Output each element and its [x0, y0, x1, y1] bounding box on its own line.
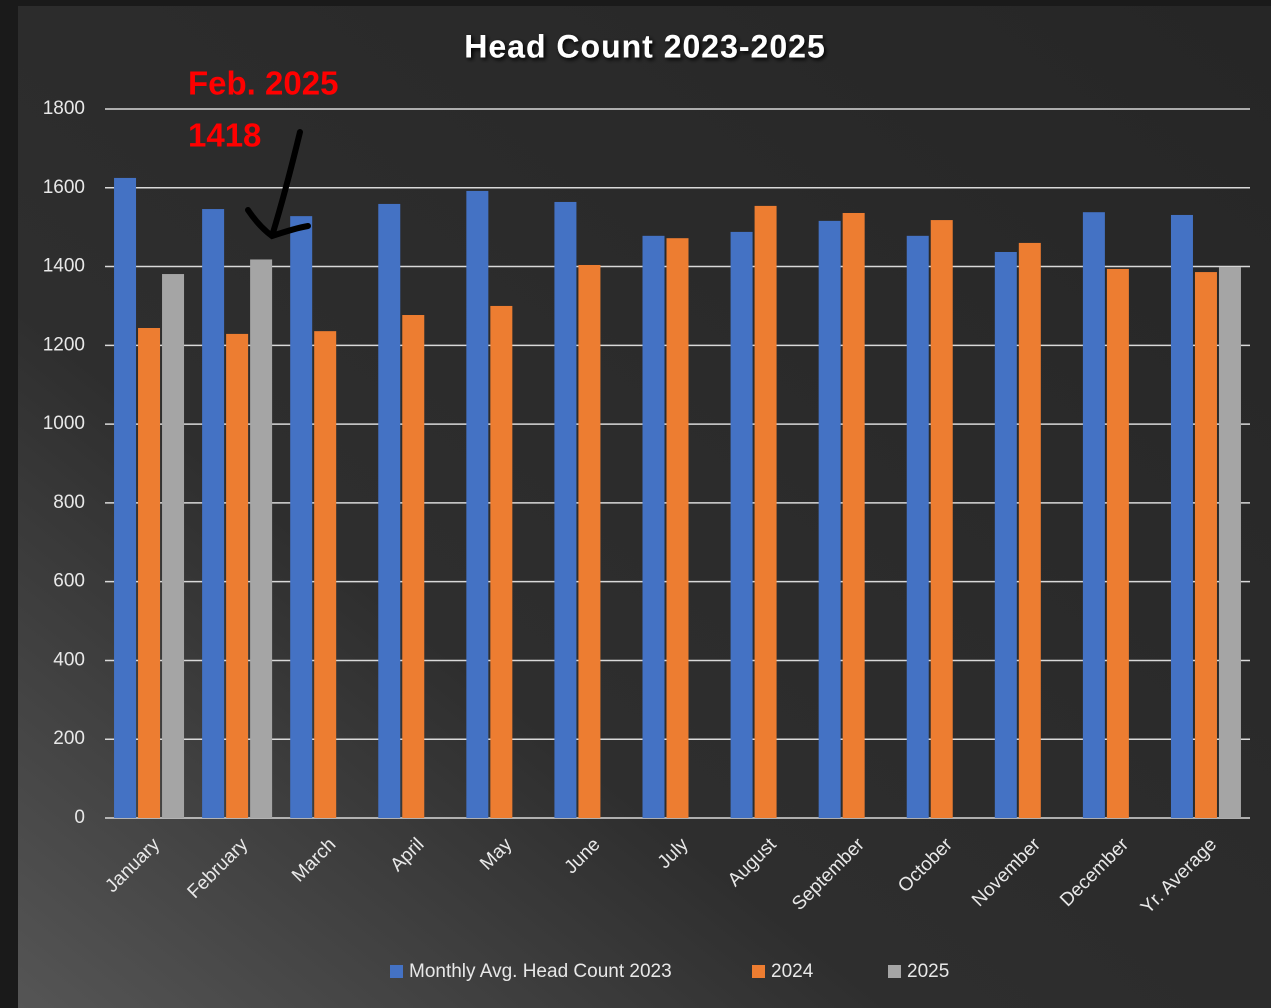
y-tick-label: 200 — [53, 728, 85, 749]
bar — [642, 235, 665, 819]
bar — [250, 259, 273, 818]
bar — [314, 331, 337, 818]
y-tick-label: 1800 — [43, 98, 85, 119]
bar — [490, 305, 513, 818]
y-tick-label: 1600 — [43, 177, 85, 198]
bar — [162, 274, 185, 819]
plot: 020040060080010001200140016001800January… — [43, 98, 1250, 982]
bar — [666, 238, 689, 818]
bar — [578, 264, 601, 819]
bar — [994, 251, 1017, 818]
legend-label: Monthly Avg. Head Count 2023 — [409, 961, 672, 982]
y-tick-label: 800 — [53, 492, 85, 513]
bar — [1082, 212, 1105, 819]
bar — [114, 177, 137, 819]
bar — [466, 190, 489, 818]
bar — [730, 231, 753, 819]
bar — [1170, 214, 1193, 818]
bar — [138, 328, 161, 818]
arrow — [245, 129, 311, 240]
bar — [842, 212, 865, 818]
bar — [1194, 272, 1217, 818]
y-tick-label: 400 — [53, 649, 85, 670]
bar — [754, 205, 777, 818]
y-tick-label: 1200 — [43, 334, 85, 355]
annotation: 1418 — [188, 117, 261, 154]
bar — [554, 201, 577, 819]
legend-swatch — [390, 965, 403, 978]
y-tick-label: 1400 — [43, 256, 85, 277]
legend-swatch — [752, 965, 765, 978]
chart-title: Head Count 2023-2025 — [464, 28, 825, 64]
legend-label: 2025 — [907, 961, 949, 982]
legend-label: 2024 — [771, 961, 814, 982]
y-tick-label: 1000 — [43, 413, 85, 434]
bar — [202, 209, 225, 818]
bar — [818, 220, 841, 818]
bar — [930, 220, 953, 818]
bar — [378, 203, 401, 818]
annotation: Feb. 2025 — [188, 65, 338, 102]
bar — [226, 333, 249, 818]
bar — [402, 315, 425, 818]
bar — [290, 216, 313, 819]
legend-swatch — [888, 965, 901, 978]
bar — [1018, 242, 1041, 818]
bar — [906, 235, 929, 819]
y-tick-label: 0 — [74, 807, 85, 828]
y-tick-label: 600 — [53, 571, 85, 592]
bar — [1106, 268, 1129, 818]
bar — [1218, 266, 1241, 818]
